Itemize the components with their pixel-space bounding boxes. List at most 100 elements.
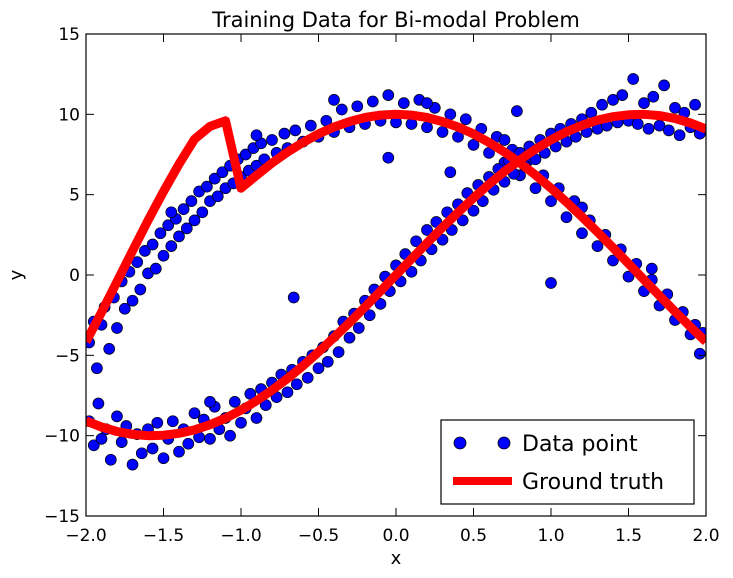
data-point bbox=[304, 119, 317, 132]
data-point bbox=[134, 283, 147, 296]
data-point bbox=[616, 89, 629, 101]
data-point bbox=[545, 195, 557, 207]
data-point bbox=[287, 291, 300, 304]
y-tick-label: −15 bbox=[44, 507, 80, 527]
data-point bbox=[607, 254, 619, 267]
x-tick-label: 0.0 bbox=[382, 526, 409, 546]
x-tick-label: 2.0 bbox=[692, 526, 719, 546]
x-tick-label: −1.0 bbox=[220, 526, 261, 546]
data-point bbox=[111, 322, 123, 334]
data-point bbox=[278, 127, 291, 140]
data-point bbox=[173, 445, 185, 458]
legend-label-data-point: Data point bbox=[522, 432, 638, 457]
y-tick-label: 15 bbox=[58, 25, 80, 45]
data-point bbox=[111, 410, 123, 423]
data-point bbox=[301, 371, 314, 384]
y-axis: −15 −10 −5 0 5 10 15 bbox=[44, 25, 706, 527]
data-point bbox=[95, 433, 108, 445]
data-point bbox=[693, 347, 706, 360]
data-point bbox=[607, 94, 619, 106]
data-point bbox=[177, 203, 190, 215]
data-point bbox=[196, 206, 209, 219]
data-point bbox=[151, 416, 164, 429]
data-point bbox=[421, 121, 433, 134]
y-axis-label: y bbox=[6, 269, 27, 280]
legend-marker-left bbox=[453, 436, 467, 450]
data-point bbox=[91, 362, 103, 375]
data-point bbox=[204, 396, 216, 408]
x-tick-label: −2.0 bbox=[65, 526, 106, 546]
data-point bbox=[204, 433, 216, 445]
data-point bbox=[436, 233, 449, 246]
legend-marker-right bbox=[497, 436, 511, 450]
x-tick-label: −1.5 bbox=[143, 526, 184, 546]
data-point bbox=[638, 97, 650, 109]
data-point bbox=[405, 265, 418, 278]
data-point bbox=[351, 100, 364, 113]
data-point bbox=[421, 224, 433, 236]
data-point bbox=[689, 98, 701, 111]
data-point bbox=[289, 124, 302, 137]
data-point bbox=[374, 298, 387, 310]
data-point bbox=[165, 240, 178, 252]
data-point bbox=[335, 103, 348, 116]
x-tick-label: −0.5 bbox=[298, 526, 339, 546]
data-point bbox=[467, 139, 480, 151]
data-point bbox=[321, 355, 334, 368]
data-point bbox=[444, 108, 457, 121]
data-point bbox=[235, 416, 247, 429]
data-point bbox=[560, 211, 573, 224]
data-point bbox=[456, 214, 469, 227]
ground-truth-curve bbox=[86, 109, 706, 346]
data-point bbox=[92, 397, 105, 410]
y-tick-label: −10 bbox=[44, 427, 80, 447]
data-point bbox=[250, 129, 263, 142]
data-point bbox=[645, 262, 658, 275]
data-point bbox=[87, 439, 100, 452]
data-point bbox=[366, 95, 379, 108]
data-point bbox=[436, 126, 449, 138]
data-point bbox=[647, 90, 660, 103]
x-axis: −2.0 −1.5 −1.0 −0.5 0.0 0.5 1.0 1.5 2.0 bbox=[65, 34, 720, 546]
data-point bbox=[166, 415, 179, 428]
data-point bbox=[498, 134, 511, 146]
data-point bbox=[363, 309, 376, 322]
ground-truth-curve bbox=[86, 109, 706, 441]
data-point bbox=[126, 294, 139, 307]
y-tick-label: −5 bbox=[55, 346, 80, 366]
data-point bbox=[180, 222, 193, 235]
data-point bbox=[397, 97, 410, 109]
data-point bbox=[631, 118, 644, 130]
data-point bbox=[627, 73, 640, 85]
data-point bbox=[281, 386, 294, 399]
data-point bbox=[149, 262, 162, 275]
data-point bbox=[188, 214, 201, 227]
plot-area bbox=[86, 73, 706, 471]
data-point bbox=[312, 362, 325, 375]
legend: Data point Ground truth bbox=[440, 419, 695, 505]
plot-content bbox=[86, 73, 706, 471]
data-point bbox=[529, 182, 542, 195]
data-point bbox=[154, 227, 167, 240]
data-point bbox=[382, 89, 395, 101]
y-tick-label: 0 bbox=[69, 266, 80, 286]
data-point bbox=[467, 204, 480, 217]
data-point bbox=[444, 166, 457, 179]
data-point bbox=[135, 447, 148, 460]
y-tick-label: 10 bbox=[58, 105, 80, 125]
legend-box bbox=[440, 419, 695, 505]
data-point bbox=[224, 429, 236, 442]
data-point bbox=[173, 230, 185, 243]
x-tick-label: 0.5 bbox=[460, 526, 487, 546]
data-point bbox=[157, 452, 170, 465]
legend-label-ground-truth: Ground truth bbox=[522, 470, 664, 495]
chart-title: Training Data for Bi-modal Problem bbox=[211, 8, 580, 32]
data-point bbox=[211, 190, 224, 203]
data-point bbox=[596, 98, 608, 111]
data-point bbox=[118, 302, 131, 315]
data-point bbox=[228, 396, 241, 408]
data-point bbox=[165, 206, 178, 219]
data-point bbox=[157, 249, 170, 262]
data-point bbox=[146, 442, 159, 455]
